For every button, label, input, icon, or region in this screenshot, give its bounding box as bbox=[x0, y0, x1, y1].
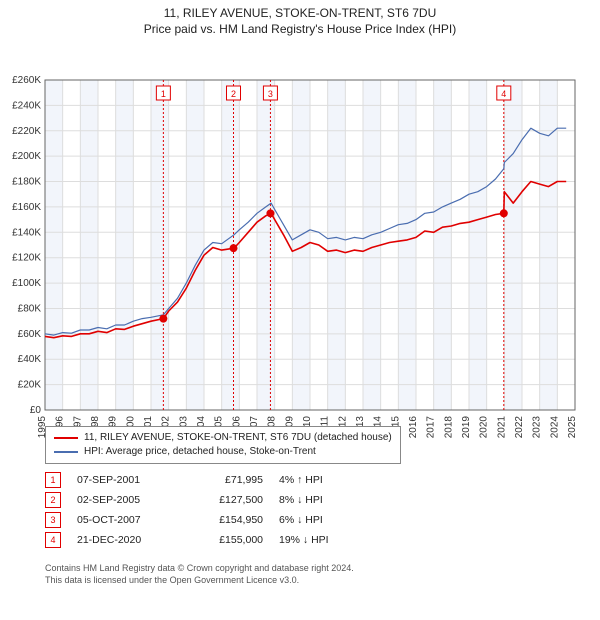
y-axis-label: £260K bbox=[12, 75, 41, 86]
transaction-row: 2 02-SEP-2005 £127,500 8% ↓ HPI bbox=[45, 490, 399, 510]
x-axis-label: 2024 bbox=[549, 416, 560, 439]
transaction-row: 1 07-SEP-2001 £71,995 4% ↑ HPI bbox=[45, 470, 399, 490]
transaction-badge: 1 bbox=[45, 472, 61, 488]
legend-box: 11, RILEY AVENUE, STOKE-ON-TRENT, ST6 7D… bbox=[45, 426, 401, 464]
price-chart: £0 £20K £40K £60K £80K £100K £120K £140K £160K £1… bbox=[0, 36, 600, 458]
legend-item: HPI: Average price, detached house, Stok… bbox=[54, 445, 392, 459]
transaction-diff: 4% ↑ HPI bbox=[279, 474, 399, 486]
x-axis-label: 2022 bbox=[514, 416, 525, 439]
y-axis-label: £0 bbox=[30, 405, 42, 416]
x-axis-label: 2017 bbox=[426, 416, 437, 439]
transaction-date: 21-DEC-2020 bbox=[77, 534, 167, 546]
y-axis-label: £80K bbox=[18, 303, 42, 314]
chart-marker-badge: 4 bbox=[501, 89, 506, 99]
x-axis-label: 2020 bbox=[479, 416, 490, 439]
chart-marker-badge: 3 bbox=[268, 89, 273, 99]
transaction-price: £155,000 bbox=[183, 534, 263, 546]
transaction-badge: 2 bbox=[45, 492, 61, 508]
page-title: 11, RILEY AVENUE, STOKE-ON-TRENT, ST6 7D… bbox=[0, 0, 600, 20]
page-subtitle: Price paid vs. HM Land Registry's House … bbox=[0, 20, 600, 36]
footer-attribution: Contains HM Land Registry data © Crown c… bbox=[45, 562, 354, 586]
y-axis-label: £140K bbox=[12, 227, 41, 238]
transaction-price: £154,950 bbox=[183, 514, 263, 526]
legend-swatch bbox=[54, 437, 78, 439]
transaction-price: £127,500 bbox=[183, 494, 263, 506]
chart-marker-badge: 1 bbox=[161, 89, 166, 99]
transaction-table: 1 07-SEP-2001 £71,995 4% ↑ HPI 2 02-SEP-2005 £… bbox=[45, 470, 399, 550]
legend-item: 11, RILEY AVENUE, STOKE-ON-TRENT, ST6 7D… bbox=[54, 431, 392, 445]
transaction-diff: 6% ↓ HPI bbox=[279, 514, 399, 526]
transaction-date: 02-SEP-2005 bbox=[77, 494, 167, 506]
x-axis-label: 2016 bbox=[408, 416, 419, 439]
transaction-badge: 4 bbox=[45, 532, 61, 548]
legend-label: HPI: Average price, detached house, Stok… bbox=[84, 445, 316, 459]
transaction-date: 05-OCT-2007 bbox=[77, 514, 167, 526]
legend-swatch bbox=[54, 451, 78, 453]
x-axis-label: 2018 bbox=[443, 416, 454, 439]
x-axis-label: 2025 bbox=[567, 416, 578, 439]
transaction-diff: 8% ↓ HPI bbox=[279, 494, 399, 506]
y-axis-label: £20K bbox=[18, 380, 42, 391]
chart-marker-badge: 2 bbox=[231, 89, 236, 99]
transaction-diff: 19% ↓ HPI bbox=[279, 534, 399, 546]
footer-line2: This data is licensed under the Open Gov… bbox=[45, 574, 354, 586]
y-axis-label: £180K bbox=[12, 177, 41, 188]
transaction-row: 4 21-DEC-2020 £155,000 19% ↓ HPI bbox=[45, 530, 399, 550]
y-axis-label: £200K bbox=[12, 151, 41, 162]
y-axis-label: £100K bbox=[12, 278, 41, 289]
legend-label: 11, RILEY AVENUE, STOKE-ON-TRENT, ST6 7D… bbox=[84, 431, 392, 445]
x-axis-label: 2023 bbox=[532, 416, 543, 439]
y-axis-label: £60K bbox=[18, 329, 42, 340]
y-axis-label: £40K bbox=[18, 354, 42, 365]
transaction-row: 3 05-OCT-2007 £154,950 6% ↓ HPI bbox=[45, 510, 399, 530]
y-axis-label: £160K bbox=[12, 202, 41, 213]
y-axis-label: £220K bbox=[12, 126, 41, 137]
transaction-price: £71,995 bbox=[183, 474, 263, 486]
y-axis-label: £120K bbox=[12, 253, 41, 264]
transaction-date: 07-SEP-2001 bbox=[77, 474, 167, 486]
transaction-badge: 3 bbox=[45, 512, 61, 528]
y-axis-label: £240K bbox=[12, 100, 41, 111]
x-axis-label: 2021 bbox=[496, 416, 507, 439]
x-axis-label: 2019 bbox=[461, 416, 472, 439]
footer-line1: Contains HM Land Registry data © Crown c… bbox=[45, 562, 354, 574]
